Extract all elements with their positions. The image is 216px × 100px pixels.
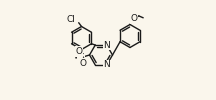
Text: N: N [103, 60, 110, 70]
Text: O: O [80, 59, 87, 68]
Text: N: N [103, 40, 110, 50]
Text: S: S [78, 53, 84, 62]
Text: O: O [130, 14, 138, 23]
Text: Cl: Cl [67, 15, 76, 24]
Text: O: O [75, 47, 82, 56]
